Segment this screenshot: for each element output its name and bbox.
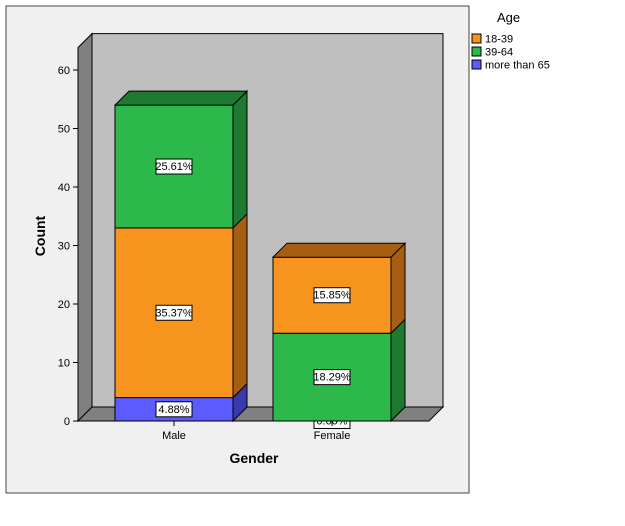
bar-male-39-64-label-box <box>155 158 193 175</box>
legend-label-0: 18-39 <box>485 34 513 46</box>
x-axis-title: Gender <box>229 450 279 466</box>
y-tick-label-2: 20 <box>58 299 70 311</box>
bar-male-18-39-label-box <box>155 304 193 321</box>
x-tick-label-male: Male <box>162 430 186 442</box>
legend-label-2: more than 65 <box>485 60 550 72</box>
legend-swatch-1 <box>471 46 482 57</box>
y-axis-title: Count <box>32 215 48 256</box>
left-wall <box>77 32 93 423</box>
y-tick-label-1: 10 <box>58 358 70 370</box>
bar-female-39-64-side <box>390 318 406 423</box>
bar-female-top <box>271 242 407 258</box>
legend-swatch-0 <box>471 33 482 44</box>
bar-male-more-than-65-label-box <box>155 401 193 418</box>
y-tick-label-5: 50 <box>58 124 70 136</box>
bar-female-18-39-side <box>390 241 406 335</box>
bar-male-top <box>113 90 249 106</box>
bar-male-39-64-side <box>232 89 248 230</box>
bar-female-39-64-label-box <box>313 369 351 386</box>
y-tick-label-6: 60 <box>58 65 70 77</box>
y-tick-label-0: 0 <box>64 416 70 428</box>
bar-female-39-64-label: 18.29% <box>313 372 351 384</box>
legend-label-1: 39-64 <box>485 47 513 59</box>
y-tick-label-4: 40 <box>58 182 70 194</box>
bar-male-39-64-label: 25.61% <box>155 161 193 173</box>
legend-title: Age <box>497 10 520 25</box>
x-tick-label-female: Female <box>314 430 351 442</box>
bar-male-18-39-label: 35.37% <box>155 307 193 319</box>
bar-male-more-than-65-label: 4.88% <box>158 404 189 416</box>
bar-female-18-39-label: 15.85% <box>313 290 351 302</box>
y-tick-label-3: 30 <box>58 241 70 253</box>
legend-swatch-2 <box>471 59 482 70</box>
bar-male-18-39-side <box>232 212 248 399</box>
bar-female-18-39-label-box <box>313 287 351 304</box>
